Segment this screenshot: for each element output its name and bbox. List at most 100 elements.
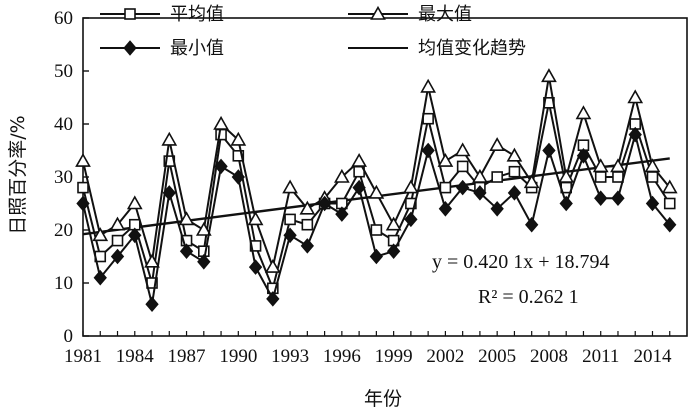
data-point-triangle — [109, 216, 126, 231]
x-tick-label: 2002 — [426, 346, 464, 367]
trend-equation: y = 0.420 1x + 18.794 — [432, 251, 610, 273]
data-point-diamond — [231, 169, 245, 185]
data-point-triangle — [195, 221, 212, 236]
data-point-diamond — [542, 142, 556, 159]
data-point-square — [284, 213, 296, 226]
x-tick-label: 1984 — [116, 346, 155, 367]
data-point-diamond — [386, 243, 401, 259]
data-point-triangle — [247, 211, 264, 226]
legend-label: 平均值 — [170, 4, 224, 25]
legend-item: 均值变化趋势 — [348, 38, 526, 59]
legend-item: 平均值 — [100, 4, 224, 25]
data-point-diamond — [266, 291, 280, 307]
data-point-triangle — [213, 115, 229, 130]
data-point-triangle — [437, 152, 454, 167]
series-diamond — [76, 126, 677, 312]
data-point-square — [111, 234, 124, 247]
data-point-triangle — [178, 211, 195, 226]
data-point-triangle — [506, 147, 523, 162]
data-point-diamond — [76, 195, 90, 212]
data-point-triangle — [472, 168, 488, 183]
data-point-triangle — [299, 200, 316, 215]
data-point-square — [612, 171, 624, 183]
data-point-triangle — [368, 184, 385, 199]
data-point-diamond — [283, 227, 297, 244]
data-point-square — [232, 150, 245, 162]
data-point-diamond — [335, 206, 349, 222]
data-point-triangle — [144, 253, 160, 268]
y-tick-label: 60 — [54, 8, 73, 29]
legend-marker — [123, 40, 137, 56]
data-point-square — [422, 112, 434, 125]
data-point-triangle — [454, 142, 471, 157]
x-tick-label: 1981 — [64, 346, 102, 367]
data-point-diamond — [507, 185, 522, 201]
data-point-diamond — [455, 179, 470, 196]
x-tick-label: 2014 — [633, 346, 672, 367]
data-point-diamond — [421, 142, 435, 159]
legend-label: 最大值 — [418, 4, 472, 25]
data-point-diamond — [525, 216, 539, 233]
data-point-triangle — [351, 152, 367, 167]
data-point-diamond — [576, 148, 591, 164]
data-point-diamond — [438, 201, 453, 217]
data-point-diamond — [110, 248, 125, 265]
data-point-diamond — [179, 243, 194, 259]
data-point-diamond — [663, 216, 677, 233]
data-point-triangle — [333, 168, 350, 183]
data-point-square — [663, 197, 676, 210]
data-point-square — [491, 171, 503, 183]
data-point-diamond — [352, 179, 366, 196]
data-point-triangle — [161, 131, 178, 146]
data-point-diamond — [490, 201, 504, 217]
data-point-triangle — [575, 105, 592, 120]
legend-marker — [370, 5, 386, 20]
y-tick-label: 30 — [54, 167, 73, 188]
data-point-triangle — [627, 89, 644, 104]
x-tick-label: 2011 — [582, 346, 619, 367]
data-point-diamond — [93, 269, 107, 286]
data-point-diamond — [594, 190, 608, 206]
data-point-square — [594, 171, 607, 183]
legend-item: 最大值 — [348, 4, 472, 25]
x-tick-label: 2005 — [478, 346, 516, 367]
data-point-diamond — [317, 195, 332, 212]
data-point-triangle — [558, 168, 575, 183]
data-point-square — [77, 181, 89, 194]
data-point-triangle — [420, 78, 437, 93]
data-point-triangle — [523, 174, 540, 189]
data-point-triangle — [661, 179, 678, 194]
data-point-diamond — [128, 227, 142, 244]
x-tick-label: 1999 — [375, 346, 413, 367]
data-point-square — [215, 128, 227, 141]
data-point-square — [370, 224, 383, 236]
data-point-triangle — [264, 258, 281, 273]
data-point-triangle — [92, 227, 109, 242]
data-point-diamond — [473, 185, 487, 201]
x-tick-label: 1996 — [323, 346, 361, 367]
y-tick-label: 50 — [54, 61, 73, 82]
data-point-square — [456, 160, 469, 173]
data-point-diamond — [300, 238, 315, 254]
data-point-diamond — [145, 296, 159, 312]
data-point-square — [301, 218, 314, 231]
x-tick-label: 2008 — [530, 346, 568, 367]
axes: 0 10 20 30 40 50 60 1981 1984 1987 1990 1993 1996 199… — [54, 8, 688, 367]
data-point-diamond — [197, 254, 211, 270]
series-triangle — [75, 68, 678, 273]
data-point-triangle — [385, 216, 402, 231]
x-tick-label: 1993 — [271, 346, 309, 367]
series-layer — [75, 68, 678, 312]
data-point-triangle — [644, 158, 661, 173]
data-point-diamond — [369, 248, 384, 265]
annotations: y = 0.420 1x + 18.794 R² = 0.262 1 — [432, 251, 610, 308]
y-tick-label: 40 — [54, 114, 73, 135]
y-tick-label: 0 — [64, 326, 74, 347]
data-point-triangle — [282, 179, 298, 194]
data-point-triangle — [610, 158, 626, 173]
data-point-diamond — [559, 195, 573, 212]
data-point-diamond — [628, 126, 642, 143]
data-point-triangle — [126, 195, 143, 210]
x-axis-title: 年份 — [364, 388, 402, 410]
